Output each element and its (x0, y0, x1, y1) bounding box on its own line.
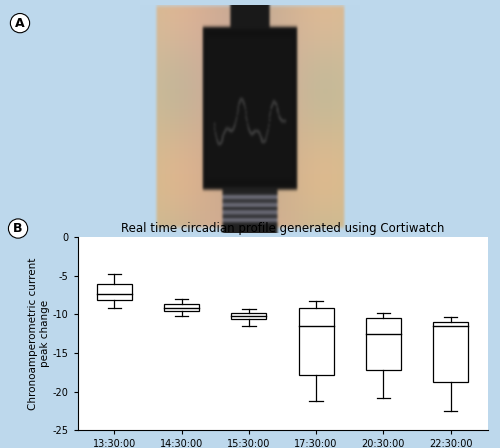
Text: B: B (14, 222, 23, 235)
Y-axis label: Chronoamperometric current
peak change: Chronoamperometric current peak change (28, 258, 50, 410)
Bar (366, 319, 401, 370)
Title: Real time circadian profile generated using Cortiwatch: Real time circadian profile generated us… (121, 222, 444, 235)
Bar (164, 304, 199, 310)
Text: A: A (15, 17, 25, 30)
Bar (298, 308, 334, 375)
Bar (97, 284, 132, 300)
Bar (433, 322, 468, 382)
Bar (232, 313, 266, 319)
